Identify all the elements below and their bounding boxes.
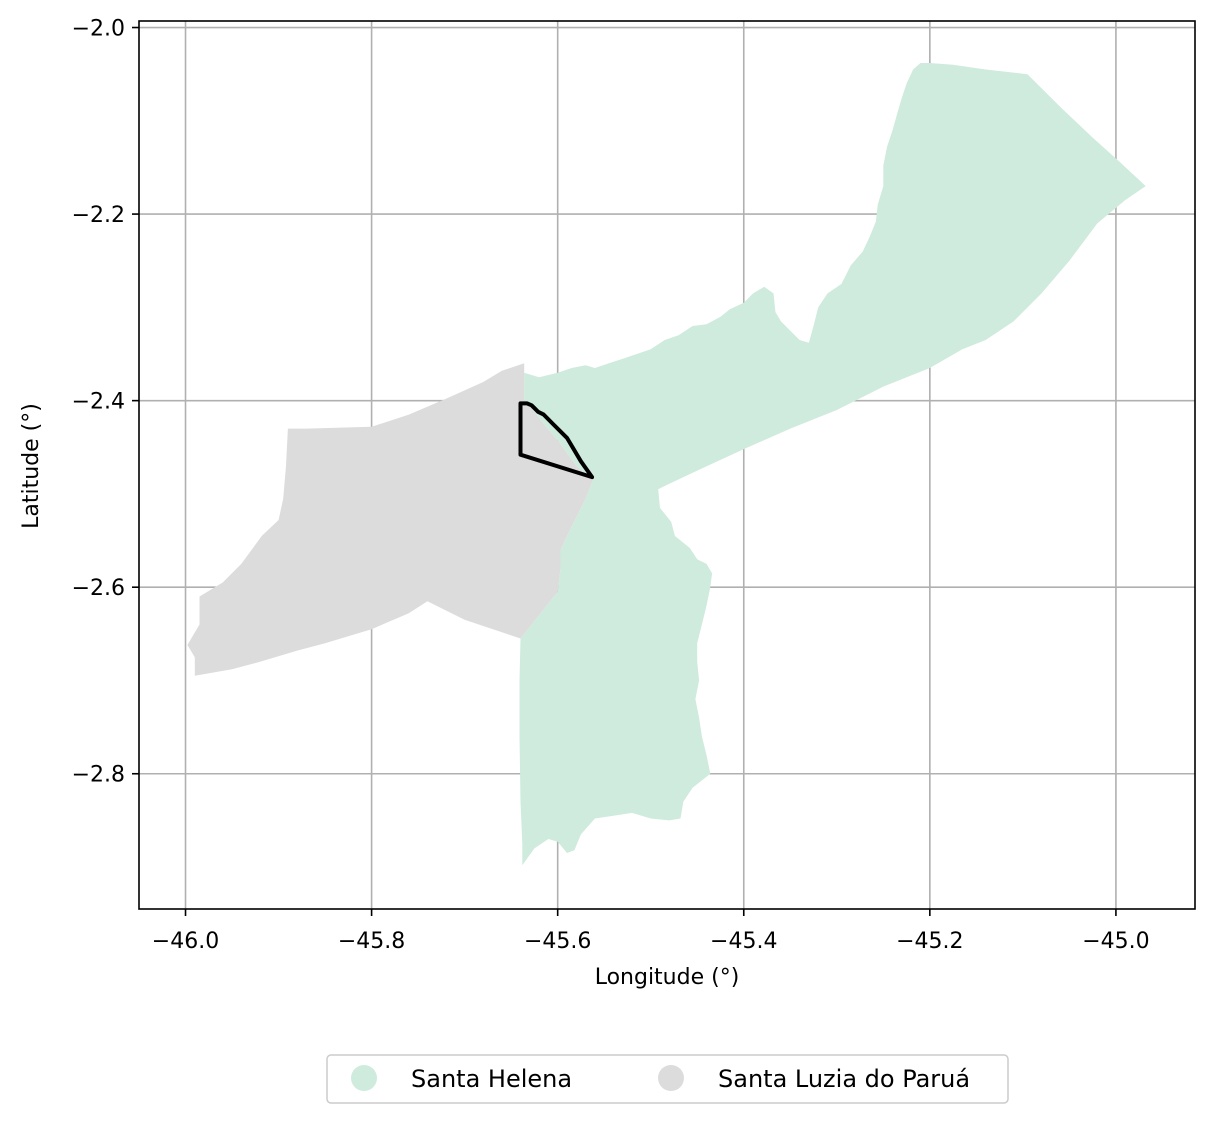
region-santa-luzia-do-parua — [187, 363, 593, 676]
legend-label-santa-helena: Santa Helena — [411, 1065, 572, 1093]
y-tick-label: −2.2 — [72, 203, 125, 228]
region-santa-helena — [519, 63, 1146, 866]
legend-swatch-santa-helena — [351, 1065, 377, 1091]
x-tick-label: −46.0 — [152, 929, 219, 954]
y-axis-ticks: −2.0 −2.2 −2.4 −2.6 −2.8 — [72, 17, 139, 788]
x-tick-label: −45.6 — [524, 929, 591, 954]
x-tick-label: −45.4 — [710, 929, 777, 954]
x-tick-label: −45.2 — [896, 929, 963, 954]
y-tick-label: −2.6 — [72, 576, 125, 601]
x-axis-ticks: −46.0 −45.8 −45.6 −45.4 −45.2 −45.0 — [152, 909, 1150, 954]
legend-label-santa-luzia-do-parua: Santa Luzia do Paruá — [718, 1065, 970, 1093]
outline-layer — [518, 401, 595, 480]
y-tick-label: −2.8 — [72, 763, 125, 788]
region-layer — [187, 63, 1146, 866]
x-axis-label: Longitude (°) — [595, 965, 740, 990]
legend-swatch-santa-luzia-do-parua — [658, 1065, 684, 1091]
highlight-outline — [518, 401, 595, 480]
plot-frame — [138, 20, 1196, 910]
legend: Santa Helena Santa Luzia do Paruá — [326, 1054, 1009, 1104]
y-tick-label: −2.0 — [72, 17, 125, 42]
y-tick-label: −2.4 — [72, 390, 125, 415]
x-tick-label: −45.8 — [338, 929, 405, 954]
y-axis-label: Latitude (°) — [19, 403, 44, 529]
x-tick-label: −45.0 — [1082, 929, 1149, 954]
